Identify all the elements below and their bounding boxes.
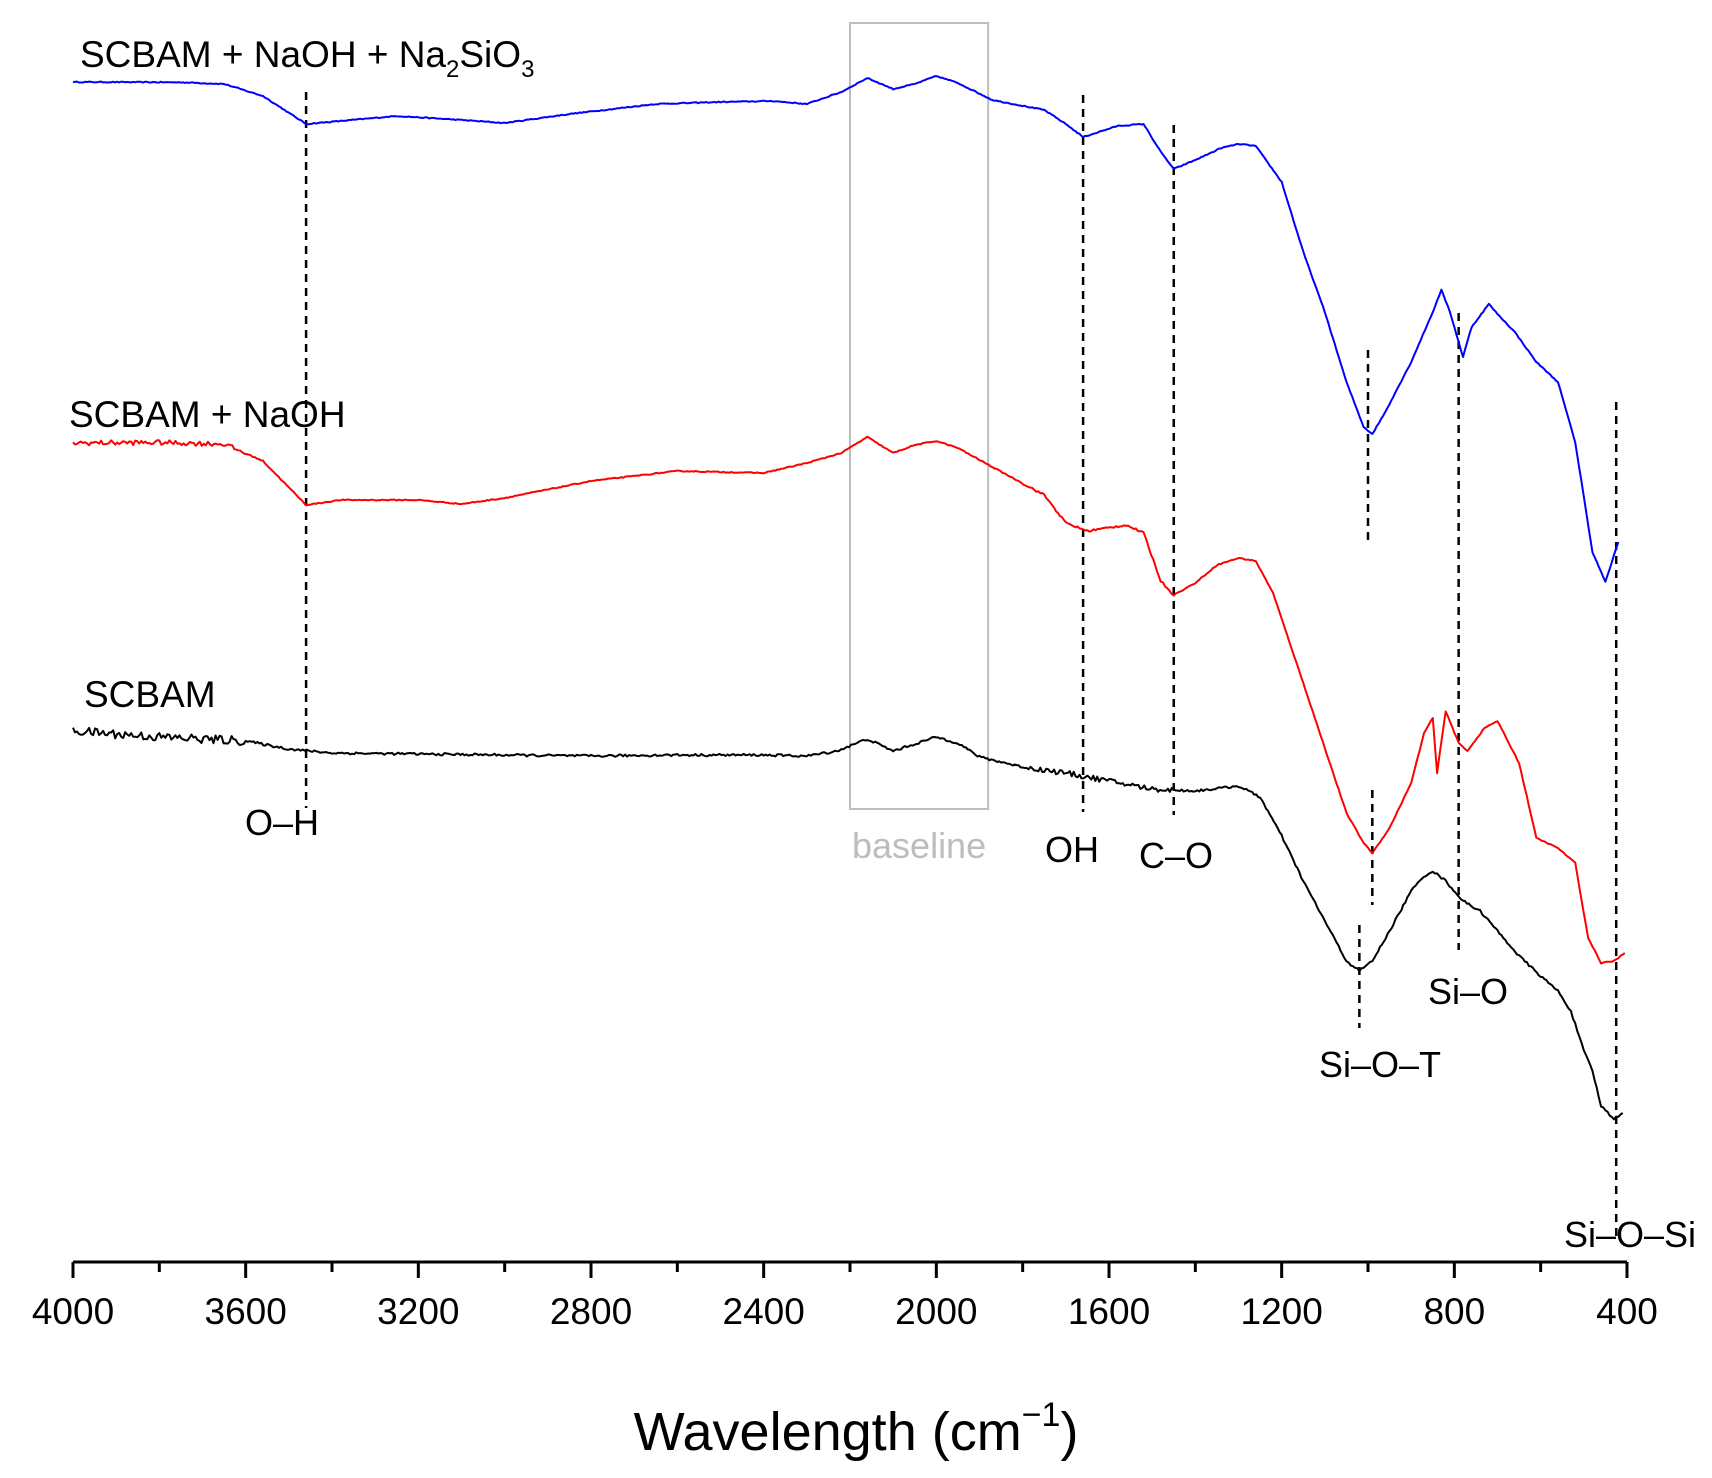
x-tick-label: 400	[1596, 1291, 1658, 1332]
annotation-oh: OH	[1045, 829, 1099, 870]
series-label-scbam-naoh: SCBAM + NaOH	[69, 394, 346, 435]
series-line-scbam-naoh	[72, 435, 1626, 965]
x-axis-title: Wavelength (cm−1)	[634, 1396, 1079, 1462]
series-label-scbam: SCBAM	[84, 674, 216, 715]
x-tick-label: 800	[1423, 1291, 1485, 1332]
x-tick-label: 1200	[1241, 1291, 1323, 1332]
annotation-si-o: Si–O	[1428, 971, 1508, 1012]
annotation-c-o: C–O	[1139, 835, 1213, 876]
x-tick-label: 2400	[723, 1291, 805, 1332]
x-axis: 4000 3600 3200 2800 2400 2000 1600 1200 800 400	[32, 1260, 1658, 1332]
series-label-scbam-naoh-na2sio3: SCBAM + NaOH + Na2SiO3	[80, 34, 534, 83]
x-tick-label: 4000	[32, 1291, 114, 1332]
annotation-si-o-si: Si–O–Si	[1564, 1214, 1696, 1255]
x-tick-label: 1600	[1068, 1291, 1150, 1332]
x-tick-label: 2800	[550, 1291, 632, 1332]
baseline-label: baseline	[852, 825, 986, 866]
x-tick-label: 3200	[377, 1291, 459, 1332]
baseline-box	[849, 22, 990, 810]
series-line-scbam	[72, 726, 1624, 1121]
x-tick-label: 2000	[895, 1291, 977, 1332]
annotation-si-o-t: Si–O–T	[1319, 1044, 1441, 1085]
x-tick-label: 3600	[205, 1291, 287, 1332]
series-line-scbam-naoh-na2sio3	[72, 75, 1620, 583]
annotation-o-h: O–H	[245, 802, 319, 843]
